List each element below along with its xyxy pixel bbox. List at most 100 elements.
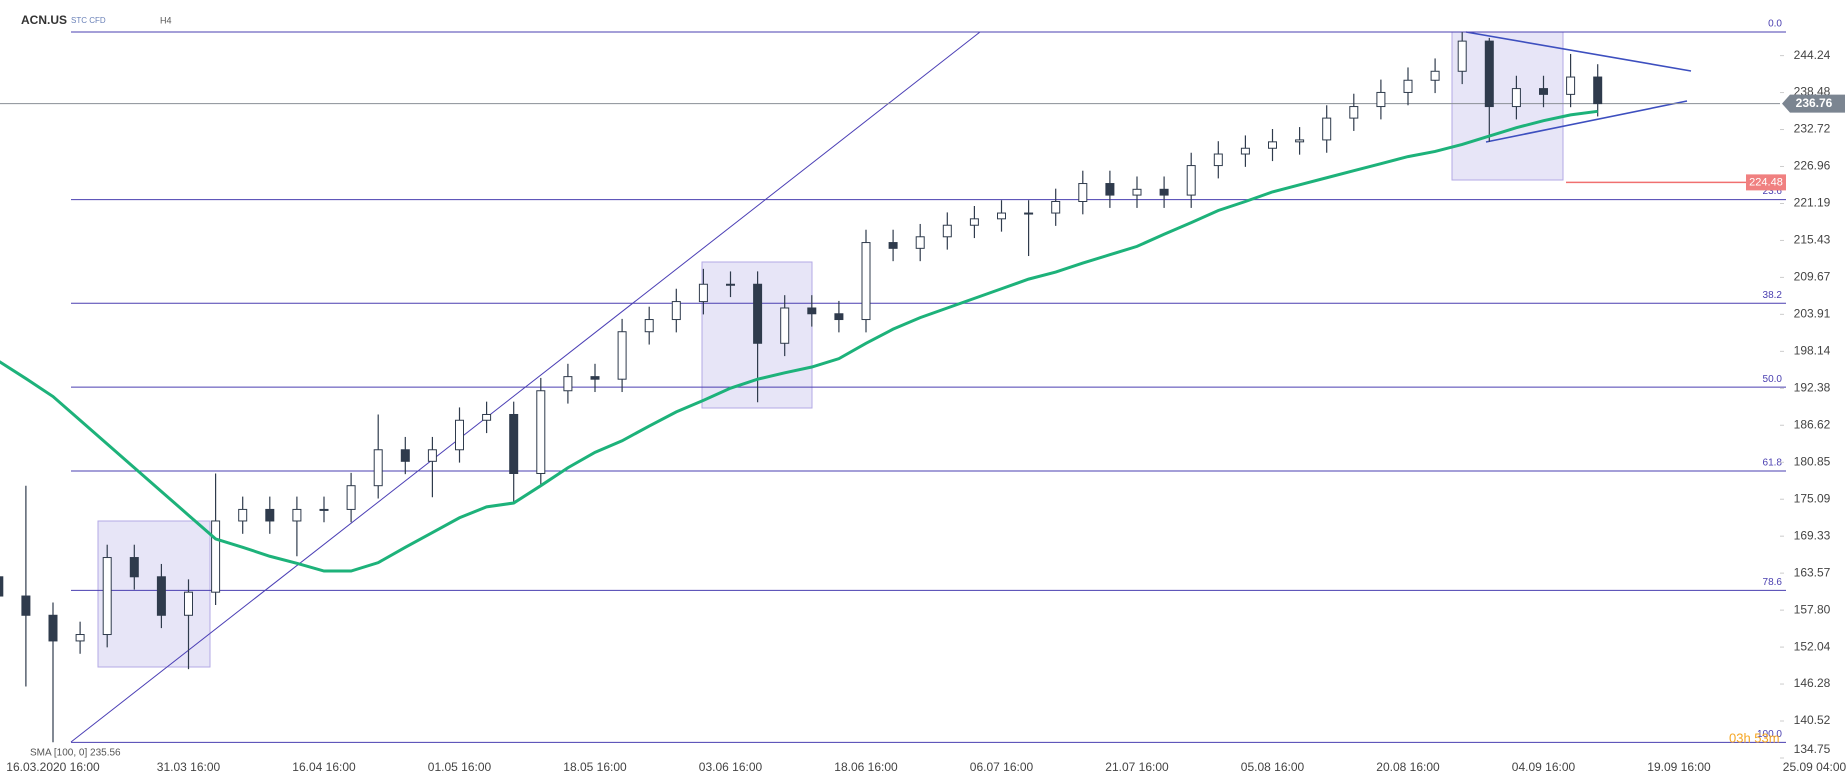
candle-body [75, 634, 85, 642]
candle-body [129, 557, 139, 578]
candle-body [1593, 76, 1603, 105]
alert-label: 224.48 [1749, 176, 1783, 188]
candle-body [238, 508, 248, 522]
x-tick-label: 20.08 16:00 [1376, 760, 1440, 774]
fib-label: 100.0 [1757, 729, 1782, 740]
y-tick-label: 215.43 [1794, 233, 1831, 247]
candle-body [1457, 40, 1467, 72]
candle-body [942, 224, 952, 238]
y-tick-label: 169.33 [1794, 528, 1831, 542]
candle-body [861, 242, 871, 321]
fib-label: 78.6 [1763, 577, 1783, 588]
x-tick-label: 05.08 16:00 [1241, 760, 1305, 774]
candle-body [455, 419, 464, 451]
candle-body [1159, 188, 1169, 196]
y-tick-label: 180.85 [1794, 454, 1831, 468]
candle-body [1213, 153, 1223, 167]
x-tick-label: 31.03 16:00 [157, 760, 221, 774]
y-tick-label: 157.80 [1794, 602, 1831, 616]
candle-body [400, 449, 410, 462]
candle-body [1186, 165, 1196, 196]
candle-body [617, 331, 627, 380]
triangle-lower [1485, 100, 1688, 143]
candle-body [1078, 183, 1088, 202]
candle-body [644, 319, 654, 333]
sma-line [0, 109, 1598, 573]
y-tick-label: 226.96 [1794, 159, 1831, 173]
y-tick-label: 203.91 [1794, 307, 1831, 321]
candle-body [102, 557, 112, 636]
candle-body [969, 218, 979, 226]
candle-body [482, 413, 492, 421]
candle-body [807, 307, 817, 315]
sma-label: SMA [100, 0] 235.56 [30, 748, 121, 759]
candle-body [1322, 117, 1332, 141]
y-tick-label: 209.67 [1794, 270, 1831, 284]
y-tick-label: 192.38 [1794, 380, 1831, 394]
y-tick-label: 232.72 [1794, 122, 1831, 136]
y-tick-label: 134.75 [1794, 742, 1831, 756]
symbol: ACN.US [21, 13, 67, 27]
candle-body [1376, 91, 1386, 108]
x-tick-label: 16.03.2020 16:00 [6, 760, 100, 774]
candle-body [373, 449, 383, 487]
fib-label: 0.0 [1768, 19, 1782, 30]
y-tick-label: 175.09 [1794, 491, 1831, 505]
candle-body [698, 283, 708, 303]
candle-body [1566, 76, 1576, 95]
x-tick-label: 01.05 16:00 [428, 760, 492, 774]
candle-body [834, 313, 844, 321]
candle-body [1511, 88, 1521, 108]
y-tick-label: 146.28 [1794, 676, 1831, 690]
candle-body [590, 376, 600, 380]
x-tick-label: 25.09 04:00 [1783, 760, 1847, 774]
y-tick-label: 221.19 [1794, 196, 1831, 210]
fib-label: 50.0 [1763, 374, 1783, 385]
x-tick-label: 21.07 16:00 [1105, 760, 1169, 774]
range-box [97, 520, 211, 668]
x-tick-label: 03.06 16:00 [699, 760, 763, 774]
candle-body [21, 595, 31, 616]
triangle-upper [1465, 31, 1692, 72]
y-tick-label: 198.14 [1794, 344, 1831, 358]
x-tick-label: 06.07 16:00 [970, 760, 1034, 774]
candle-body [915, 236, 925, 249]
candle-body [0, 576, 4, 597]
candle-body [1403, 79, 1413, 93]
candle-body [319, 508, 329, 511]
alert-label-bg [1746, 174, 1786, 191]
fib-label: 23.6 [1763, 186, 1783, 197]
candle-body [292, 508, 302, 522]
y-tick-label: 152.04 [1794, 639, 1831, 653]
candle-body [1539, 88, 1548, 95]
last-price-label-bg [1782, 94, 1845, 113]
x-tick-label: 04.09 16:00 [1512, 760, 1576, 774]
candle-body [671, 301, 681, 321]
candle-body [753, 283, 763, 344]
candle-body [1268, 141, 1277, 149]
candle-body [1132, 188, 1142, 196]
candle-body [780, 307, 790, 344]
candle-body [211, 520, 221, 593]
candle-body [888, 242, 898, 249]
x-tick-label: 18.05 16:00 [563, 760, 627, 774]
x-tick-label: 18.06 16:00 [834, 760, 898, 774]
candle-body [427, 449, 437, 462]
candle-body [1484, 40, 1494, 108]
y-tick-label: 186.62 [1794, 417, 1831, 431]
candle-body [1240, 147, 1250, 155]
candle-body [184, 591, 193, 616]
candle-body [48, 614, 58, 642]
candle-body [726, 283, 735, 286]
candle-body [997, 212, 1006, 220]
candle-body [1105, 183, 1115, 196]
countdown: 03h 53m [1729, 730, 1780, 745]
candles [0, 32, 1603, 743]
candle-body [265, 508, 275, 522]
instrument: STC CFD [71, 16, 106, 25]
candle-body [1430, 70, 1440, 81]
candle-body [346, 485, 356, 510]
y-tick-label: 163.57 [1794, 565, 1831, 579]
fib-label: 61.8 [1763, 458, 1783, 469]
